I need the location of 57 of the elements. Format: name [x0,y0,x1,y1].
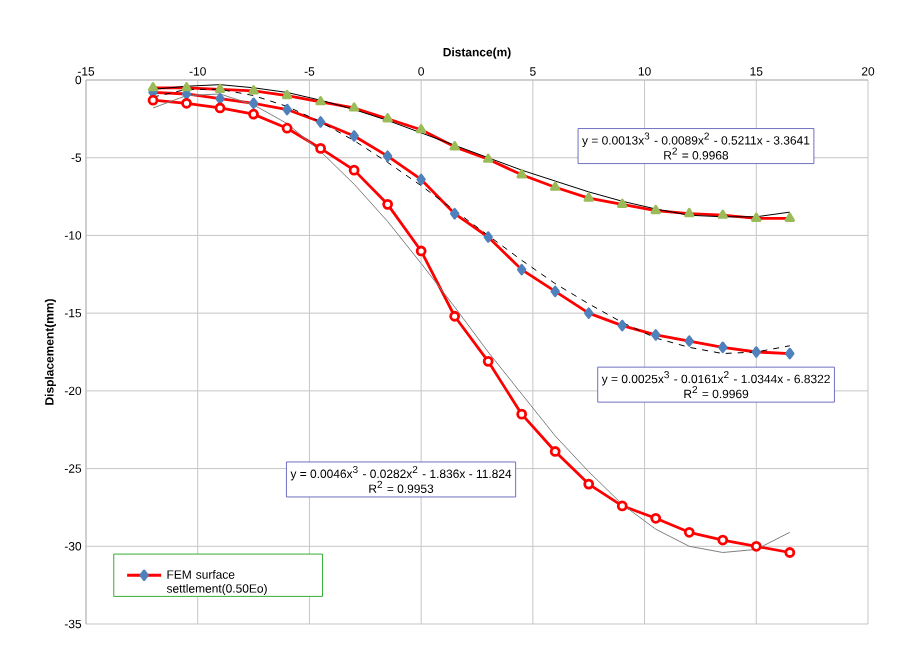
point [315,95,326,106]
point [684,207,695,218]
point [650,512,662,524]
point [684,335,694,347]
point [718,341,728,354]
point [147,94,159,106]
point [785,347,795,360]
point [750,540,762,552]
point [517,263,527,276]
point [181,97,192,109]
point [416,173,426,186]
point [550,285,560,298]
point [382,113,393,123]
point [348,102,360,112]
point [248,85,259,95]
point [616,500,628,512]
point [214,102,226,114]
point [583,478,595,490]
point [315,143,326,154]
point [415,245,427,257]
point [382,198,394,210]
point [449,310,461,322]
point [348,164,360,176]
point [248,108,259,120]
point [516,169,527,179]
point [449,207,460,220]
point [717,534,729,546]
point [516,408,528,420]
point [617,319,627,332]
point [549,446,561,457]
point [214,83,226,93]
point [281,89,293,100]
point [449,141,460,151]
point [281,122,293,134]
point [147,81,159,92]
point [583,192,594,202]
point [651,329,661,341]
point [349,130,359,142]
point [650,204,661,215]
point [181,81,192,92]
point [482,355,494,367]
point [683,526,695,538]
point [751,212,762,222]
point [248,97,259,110]
point [584,307,594,319]
point [282,103,292,116]
point [315,116,326,128]
point [550,181,561,191]
point [382,150,393,162]
point [482,153,494,163]
point [483,231,493,243]
point [617,198,628,208]
point [751,346,761,358]
point [784,547,796,558]
point [784,212,795,222]
point [717,209,728,219]
point [415,123,427,134]
